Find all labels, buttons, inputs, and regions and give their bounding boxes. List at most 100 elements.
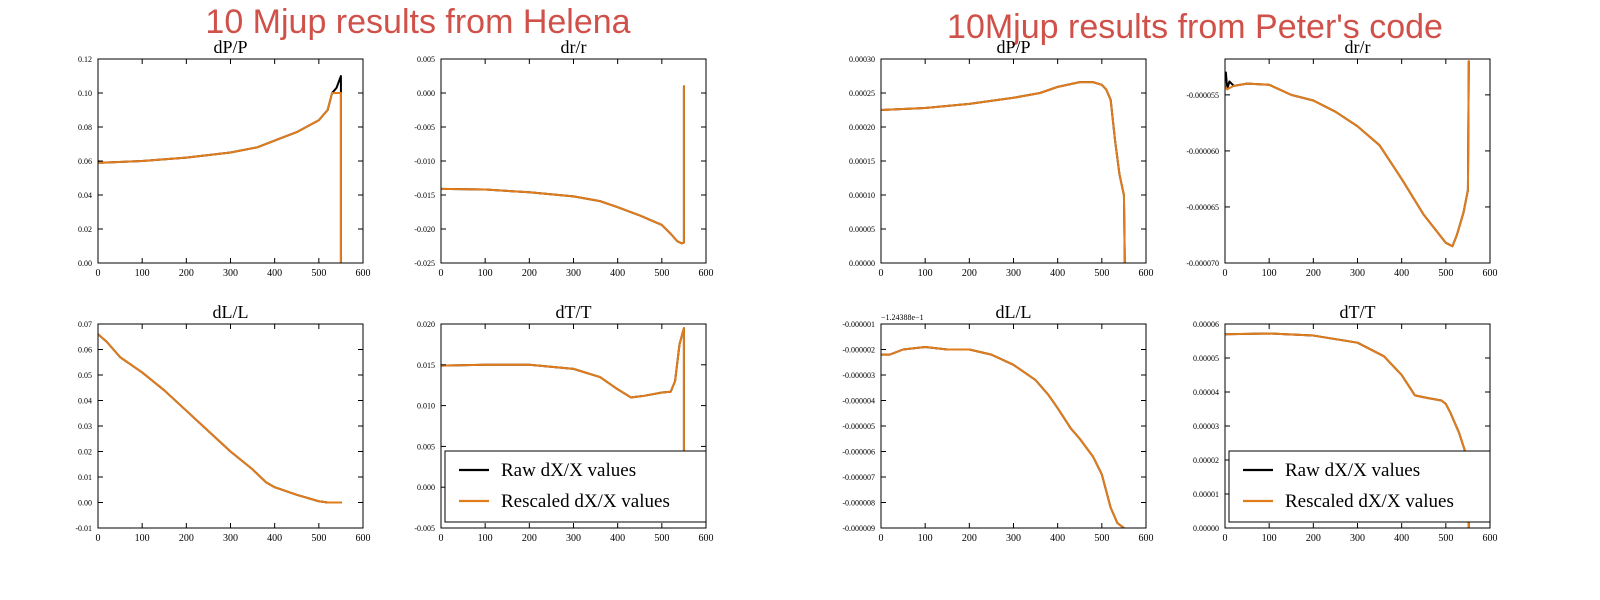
legend-box <box>444 450 707 523</box>
y-tick-label: 0.015 <box>417 361 435 370</box>
x-tick-label: 0 <box>1223 533 1228 544</box>
y-tick-label: 0.06 <box>78 157 92 166</box>
plot-frame <box>1224 58 1491 264</box>
y-tick-label: 0.010 <box>417 402 435 411</box>
y-tick-label: 0.02 <box>78 448 92 457</box>
y-tick-label: 0.00 <box>78 259 92 268</box>
x-tick-label: 0 <box>96 268 101 279</box>
chart-4: dT/T 0 100 200 300 400 500 600 -0.005 0.000 0.005 0… <box>414 302 713 544</box>
chart-8: dT/T 0 100 200 300 400 500 600 0.00000 0.00001 0.0… <box>1193 302 1498 544</box>
chart-title: dP/P <box>996 37 1030 57</box>
chart-5: dP/P 0 100 200 300 400 500 600 0.00000 0.00005 0.0… <box>849 37 1154 279</box>
y-tick-label: 0.000 <box>417 89 435 98</box>
chart-3: dL/L 0 100 200 300 400 500 600 -0.01 0.00 0.01 0.02… <box>75 302 370 544</box>
y-tick-label: -0.000001 <box>842 320 875 329</box>
legend-label-rescaled: Rescaled dX/X values <box>501 491 670 512</box>
y-tick-label: 0.005 <box>417 55 435 64</box>
series-line-raw <box>881 345 1125 528</box>
y-tick-label: 0.04 <box>78 191 92 200</box>
y-tick-label: 0.00005 <box>1193 354 1219 363</box>
x-tick-label: 100 <box>1262 268 1277 279</box>
legend-label-rescaled: Rescaled dX/X values <box>1285 491 1454 512</box>
y-tick-label: 0.00020 <box>849 123 875 132</box>
x-tick-label: 100 <box>918 533 933 544</box>
y-tick-label: -0.000004 <box>842 397 875 406</box>
chart-7: dL/L 0 100 200 300 400 500 600 -0.000009 -0.00000… <box>842 302 1153 544</box>
x-tick-label: 400 <box>610 268 625 279</box>
y-tick-label: -0.000055 <box>1186 91 1219 100</box>
series-line-rescaled <box>98 333 342 504</box>
y-tick-label: -0.000009 <box>842 524 875 533</box>
series-group <box>441 85 685 245</box>
panel-title-left: 10 Mjup results from Helena <box>205 3 630 41</box>
chart-title: dT/T <box>556 302 592 322</box>
y-tick-label: -0.01 <box>75 524 92 533</box>
y-tick-label: -0.000060 <box>1186 147 1219 156</box>
x-tick-label: 400 <box>1050 268 1065 279</box>
y-tick-label: -0.000005 <box>842 422 875 431</box>
y-tick-label: 0.00030 <box>849 55 875 64</box>
x-tick-label: 300 <box>1350 268 1365 279</box>
x-tick-label: 100 <box>135 533 150 544</box>
x-tick-label: 0 <box>1223 268 1228 279</box>
y-tick-label: 0.00002 <box>1193 456 1219 465</box>
x-tick-label: 600 <box>1139 533 1154 544</box>
series-line-raw <box>98 333 342 504</box>
x-tick-label: 600 <box>1139 268 1154 279</box>
plot-frame <box>440 58 707 264</box>
chart-title: dL/L <box>213 302 249 322</box>
y-tick-label: -0.000002 <box>842 346 875 355</box>
legend: Raw dX/X values Rescaled dX/X values <box>1228 450 1491 523</box>
x-tick-label: 500 <box>1438 268 1453 279</box>
x-tick-label: 100 <box>135 268 150 279</box>
x-tick-label: 600 <box>1483 533 1498 544</box>
y-tick-label: 0.020 <box>417 320 435 329</box>
series-line-raw <box>1225 60 1470 248</box>
x-tick-label: 300 <box>223 268 238 279</box>
x-tick-label: 400 <box>267 268 282 279</box>
chart-2: dr/r 0 100 200 300 400 500 600 -0.025 -0.020 -0.01… <box>414 37 713 279</box>
y-tick-label: 0.00006 <box>1193 320 1219 329</box>
y-tick-label: -0.000070 <box>1186 259 1219 268</box>
x-tick-label: 500 <box>1438 533 1453 544</box>
chart-title: dL/L <box>996 302 1032 322</box>
x-tick-label: 200 <box>522 268 537 279</box>
x-tick-label: 200 <box>179 268 194 279</box>
x-tick-label: 200 <box>1306 533 1321 544</box>
y-tick-label: -0.015 <box>414 191 435 200</box>
series-group <box>881 345 1125 528</box>
x-tick-label: 100 <box>918 268 933 279</box>
x-tick-label: 300 <box>1006 268 1021 279</box>
y-tick-label: -0.025 <box>414 259 435 268</box>
y-tick-label: -0.010 <box>414 157 435 166</box>
series-group <box>98 333 342 504</box>
y-tick-label: 0.00005 <box>849 225 875 234</box>
series-line-raw <box>98 75 342 263</box>
series-line-rescaled <box>441 327 685 489</box>
y-tick-label: 0.00000 <box>849 259 875 268</box>
series-line-rescaled <box>441 85 685 245</box>
x-tick-label: 600 <box>699 268 714 279</box>
x-tick-label: 300 <box>223 533 238 544</box>
legend-label-raw: Raw dX/X values <box>1285 460 1420 481</box>
x-tick-label: 600 <box>699 533 714 544</box>
x-tick-label: 200 <box>522 533 537 544</box>
y-tick-label: 0.005 <box>417 442 435 451</box>
plot-frame <box>97 323 364 529</box>
x-tick-label: 500 <box>311 533 326 544</box>
x-tick-label: 300 <box>1006 533 1021 544</box>
chart-title: dT/T <box>1340 302 1376 322</box>
x-tick-label: 0 <box>879 533 884 544</box>
x-tick-label: 200 <box>1306 268 1321 279</box>
series-group <box>881 81 1126 263</box>
y-tick-label: 0.10 <box>78 89 92 98</box>
series-line-rescaled <box>98 92 342 263</box>
series-group <box>1225 332 1470 528</box>
x-tick-label: 500 <box>1094 268 1109 279</box>
x-tick-label: 0 <box>439 268 444 279</box>
x-tick-label: 100 <box>1262 533 1277 544</box>
x-tick-label: 200 <box>962 268 977 279</box>
x-tick-label: 300 <box>1350 533 1365 544</box>
series-line-rescaled <box>881 345 1125 528</box>
